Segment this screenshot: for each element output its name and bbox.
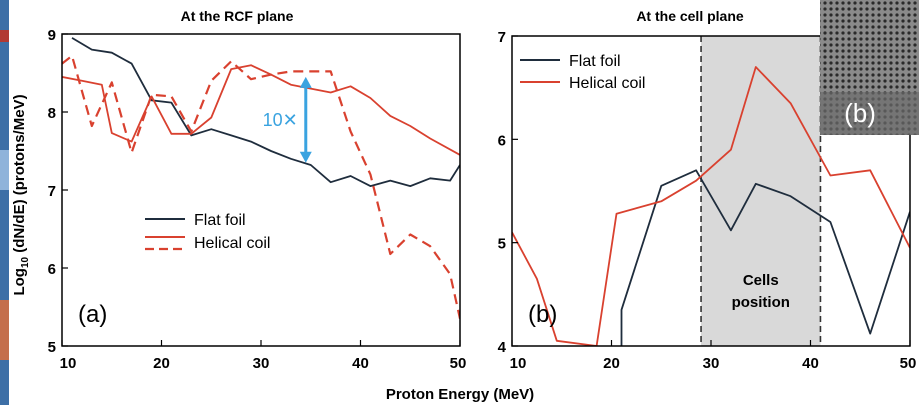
- panel-a-ticks: 10 20 30 40 50 5 6 7 8 9: [48, 27, 467, 372]
- y-axis-label: Log10 (dN/dE) (protons/MeV): [11, 94, 31, 295]
- y-tick-label: 5: [498, 236, 506, 253]
- y-axis-label-rest: (dN/dE) (protons/MeV): [11, 94, 28, 256]
- y-tick-label: 8: [48, 105, 56, 122]
- panel-b-legend: Flat foil Helical coil: [520, 53, 645, 92]
- panel-b-ticks: 10 20 30 40 50 4 5 6 7: [498, 29, 917, 372]
- cells-position-region: [701, 36, 821, 346]
- x-tick-label: 20: [153, 355, 170, 372]
- series-line-1-1: [512, 66, 910, 346]
- panel-b-series-group: [512, 66, 910, 346]
- annotation-text: 10✕: [263, 110, 298, 130]
- x-tick-label: 10: [60, 355, 77, 372]
- x-tick-label: 50: [450, 355, 467, 372]
- y-tick-label: 7: [48, 183, 56, 200]
- left-photo-strip: [0, 0, 9, 405]
- x-tick-label: 10: [510, 355, 527, 372]
- x-tick-label: 40: [352, 355, 369, 372]
- series-line-0-0: [71, 37, 460, 187]
- panel-a: At the RCF plane 10 20 30 40 50 5 6 7 8 9 10✕ Fla…: [48, 8, 467, 372]
- legend-label-flat-foil-b: Flat foil: [569, 53, 621, 70]
- panel-a-title: At the RCF plane: [181, 8, 294, 24]
- panel-b-label: (b): [528, 301, 557, 328]
- x-tick-label: 40: [802, 355, 819, 372]
- legend-label-helical-coil-b: Helical coil: [569, 75, 645, 92]
- panel-a-annotation: 10✕: [263, 76, 312, 163]
- x-tick-label: 50: [900, 355, 917, 372]
- y-tick-label: 4: [498, 339, 507, 356]
- y-tick-label: 6: [48, 261, 56, 278]
- y-tick-label: 6: [498, 132, 506, 149]
- annotation-arrow-head-top: [299, 76, 312, 88]
- panel-a-frame: [61, 33, 461, 347]
- x-tick-label: 30: [703, 355, 720, 372]
- cells-region-label-line2: position: [732, 294, 790, 311]
- panel-a-series-group: [62, 37, 460, 319]
- legend-label-helical-coil: Helical coil: [194, 235, 270, 252]
- panel-a-label: (a): [78, 301, 107, 328]
- inset-label: (b): [844, 98, 876, 128]
- panel-a-legend: Flat foil Helical coil: [145, 212, 270, 252]
- annotation-arrow-head-bottom: [299, 151, 312, 163]
- series-line-0-1: [62, 64, 460, 156]
- y-axis-label-sub: 10: [20, 256, 31, 268]
- series-line-0-2: [62, 54, 460, 319]
- x-tick-label: 30: [253, 355, 270, 372]
- cells-region-label-line1: Cells: [743, 272, 779, 289]
- x-tick-label: 20: [603, 355, 620, 372]
- x-axis-label: Proton Energy (MeV): [386, 386, 534, 403]
- inset-photo: (b): [820, 0, 919, 135]
- panel-b-title: At the cell plane: [636, 8, 744, 24]
- series-line-1-0: [620, 169, 910, 346]
- y-tick-label: 7: [498, 29, 506, 46]
- y-tick-label: 5: [48, 339, 56, 356]
- legend-label-flat-foil: Flat foil: [194, 212, 246, 229]
- y-axis-label-main: Log: [11, 268, 28, 296]
- y-tick-label: 9: [48, 27, 56, 44]
